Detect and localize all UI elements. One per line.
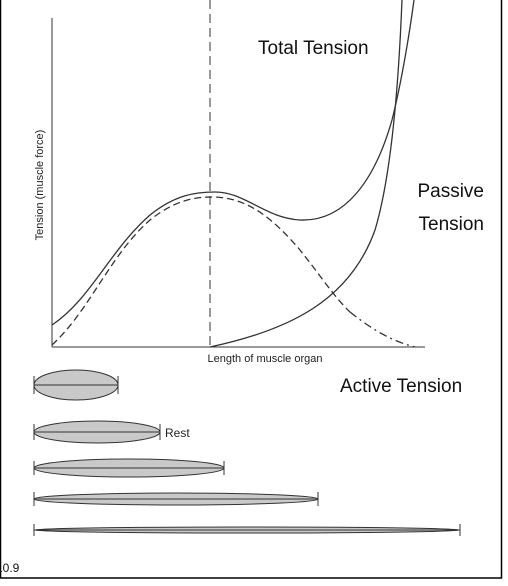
total-tension-label: Total Tension <box>258 38 369 59</box>
x-axis-label: Length of muscle organ <box>208 353 323 365</box>
muscle-short <box>33 369 119 401</box>
active-tension-label: Active Tension <box>340 376 462 397</box>
active-tension-tail <box>349 311 416 348</box>
passive-tension-curve <box>209 0 403 348</box>
muscle-max-stretched <box>33 524 461 536</box>
active-tension-curve <box>51 196 351 346</box>
muscle-rest <box>33 420 161 444</box>
rest-label: Rest <box>165 426 190 440</box>
muscle-more-stretched <box>33 492 319 506</box>
muscle-stretched <box>33 458 225 478</box>
passive-tension-label: Tension <box>419 214 485 235</box>
passive-tension-label: Passive <box>417 181 484 202</box>
frame <box>0 0 503 579</box>
figure-number: 10.9 <box>0 561 20 575</box>
y-axis-label: Tension (muscle force) <box>34 130 46 241</box>
